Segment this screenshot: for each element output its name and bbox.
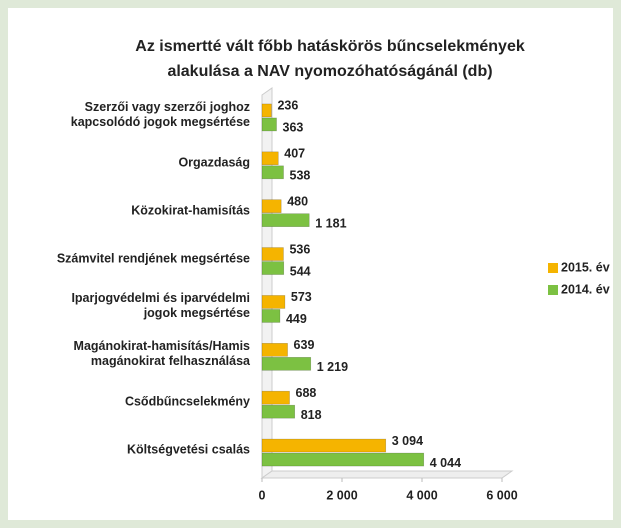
category-label: Közokirat-hamisítás <box>131 203 250 218</box>
value-label: 1 181 <box>315 216 346 230</box>
panel <box>8 8 613 520</box>
value-label: 449 <box>286 312 307 326</box>
value-label: 236 <box>277 99 298 113</box>
value-label: 818 <box>301 408 322 422</box>
bar <box>261 357 312 371</box>
value-label: 363 <box>283 121 304 135</box>
category-label: Magánokirat-hamisítás/Hamis magánokirat … <box>73 339 250 369</box>
value-label: 536 <box>289 242 310 256</box>
chart-title: alakulása a NAV nyomozóhatóságánál (db) <box>167 63 492 80</box>
bar <box>261 438 387 453</box>
x-tick-label: 4 000 <box>406 488 437 502</box>
bar <box>261 151 279 166</box>
value-label: 407 <box>284 147 305 161</box>
legend-label: 2014. év <box>561 282 610 296</box>
category-label: Számvitel rendjének megsértése <box>56 251 250 266</box>
bar <box>261 452 425 467</box>
bar <box>261 247 284 261</box>
value-label: 538 <box>290 169 311 183</box>
chart-title: Az ismertté vált főbb hatáskörös bűncsel… <box>135 38 525 55</box>
bar <box>261 261 285 275</box>
category-label: Szerzői vagy szerzői joghoz kapcsolódó j… <box>70 99 250 129</box>
bar <box>261 213 310 227</box>
x-tick-label: 2 000 <box>326 488 357 502</box>
bar <box>261 404 296 419</box>
category-label: Csődbűncselekmény <box>124 394 250 409</box>
value-label: 573 <box>291 290 312 304</box>
value-label: 480 <box>287 194 308 208</box>
bar <box>261 103 272 118</box>
value-label: 688 <box>296 386 317 400</box>
bar <box>261 165 284 180</box>
bar <box>261 309 281 323</box>
category-label: Orgazdaság <box>178 155 250 170</box>
category-label: Iparjogvédelmi és iparvédelmi jogok megs… <box>71 291 250 321</box>
bar <box>261 343 288 357</box>
category-label: Költségvetési csalás <box>127 442 250 457</box>
value-label: 1 219 <box>317 360 348 374</box>
legend-swatch <box>548 285 558 295</box>
bar <box>261 295 286 309</box>
axis-floor <box>260 470 514 479</box>
legend-label: 2015. év <box>561 260 610 274</box>
legend-swatch <box>548 263 558 273</box>
x-tick-label: 0 <box>259 488 266 502</box>
bar <box>261 199 282 213</box>
value-label: 639 <box>294 338 315 352</box>
bar <box>261 117 277 132</box>
value-label: 4 044 <box>430 456 461 470</box>
axis-wall <box>261 87 273 479</box>
x-tick-label: 6 000 <box>486 488 517 502</box>
bar <box>261 390 290 405</box>
value-label: 3 094 <box>392 434 423 448</box>
value-label: 544 <box>290 264 311 278</box>
